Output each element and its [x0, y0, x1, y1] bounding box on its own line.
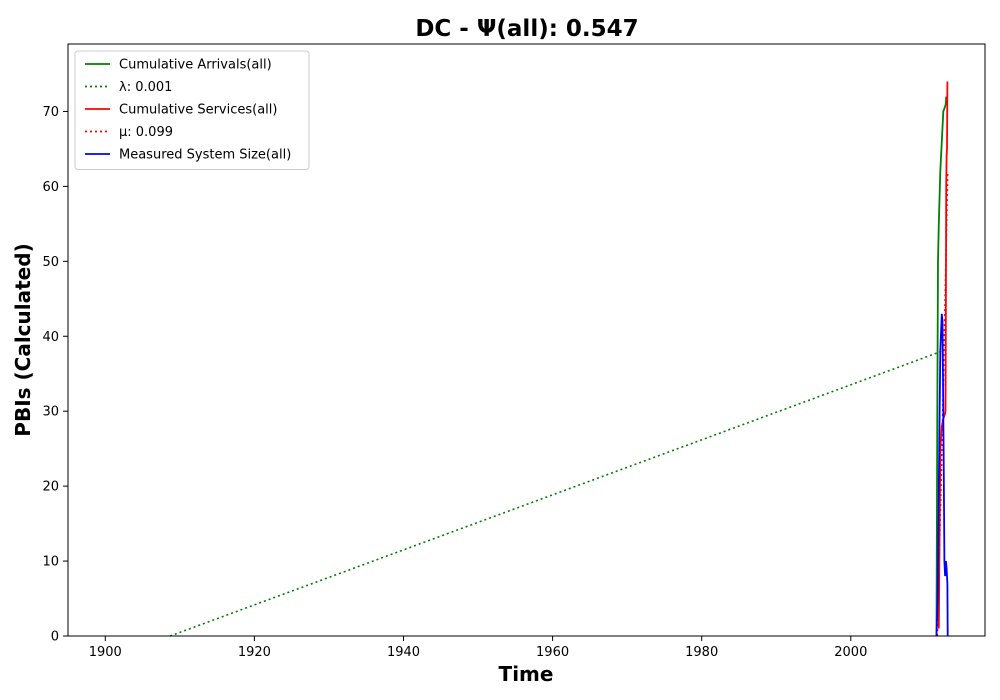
x-axis-title: Time — [499, 662, 554, 686]
y-tick-label: 60 — [42, 180, 59, 195]
y-axis-title: PBIs (Calculated) — [11, 243, 35, 436]
legend-label: μ: 0.099 — [119, 125, 173, 140]
x-tick-label: 1980 — [685, 645, 718, 660]
x-tick-label: 1940 — [387, 645, 420, 660]
y-tick-label: 20 — [42, 480, 59, 495]
y-tick-label: 10 — [42, 555, 59, 570]
x-tick-label: 1900 — [89, 645, 122, 660]
legend-box — [74, 50, 310, 170]
chart-title: DC - Ψ(all): 0.547 — [415, 16, 638, 42]
legend-label: λ: 0.001 — [119, 80, 172, 95]
x-tick-label: 2000 — [834, 645, 867, 660]
plot-area — [169, 81, 949, 637]
y-tick-label: 50 — [42, 255, 59, 270]
y-tick-label: 70 — [42, 105, 59, 120]
y-tick-label: 0 — [51, 630, 59, 645]
axes: 1900 1920 1940 1960 1980 2000 0 10 20 30 40 50 60 70 — [42, 43, 986, 660]
series-line-0 — [935, 96, 948, 637]
legend-label: Measured System Size(all) — [119, 148, 291, 163]
y-tick-label: 30 — [42, 405, 59, 420]
legend-label: Cumulative Services(all) — [119, 103, 277, 118]
legend: Cumulative Arrivals(all) λ: 0.001 Cumulati… — [74, 50, 310, 170]
legend-label: Cumulative Arrivals(all) — [119, 58, 272, 73]
series-line-1 — [169, 350, 943, 637]
x-tick-label: 1920 — [238, 645, 271, 660]
y-tick-label: 40 — [42, 330, 59, 345]
plot-frame — [67, 43, 986, 637]
series-line-4 — [935, 313, 949, 637]
series-line-2 — [937, 81, 949, 629]
x-tick-label: 1960 — [536, 645, 569, 660]
